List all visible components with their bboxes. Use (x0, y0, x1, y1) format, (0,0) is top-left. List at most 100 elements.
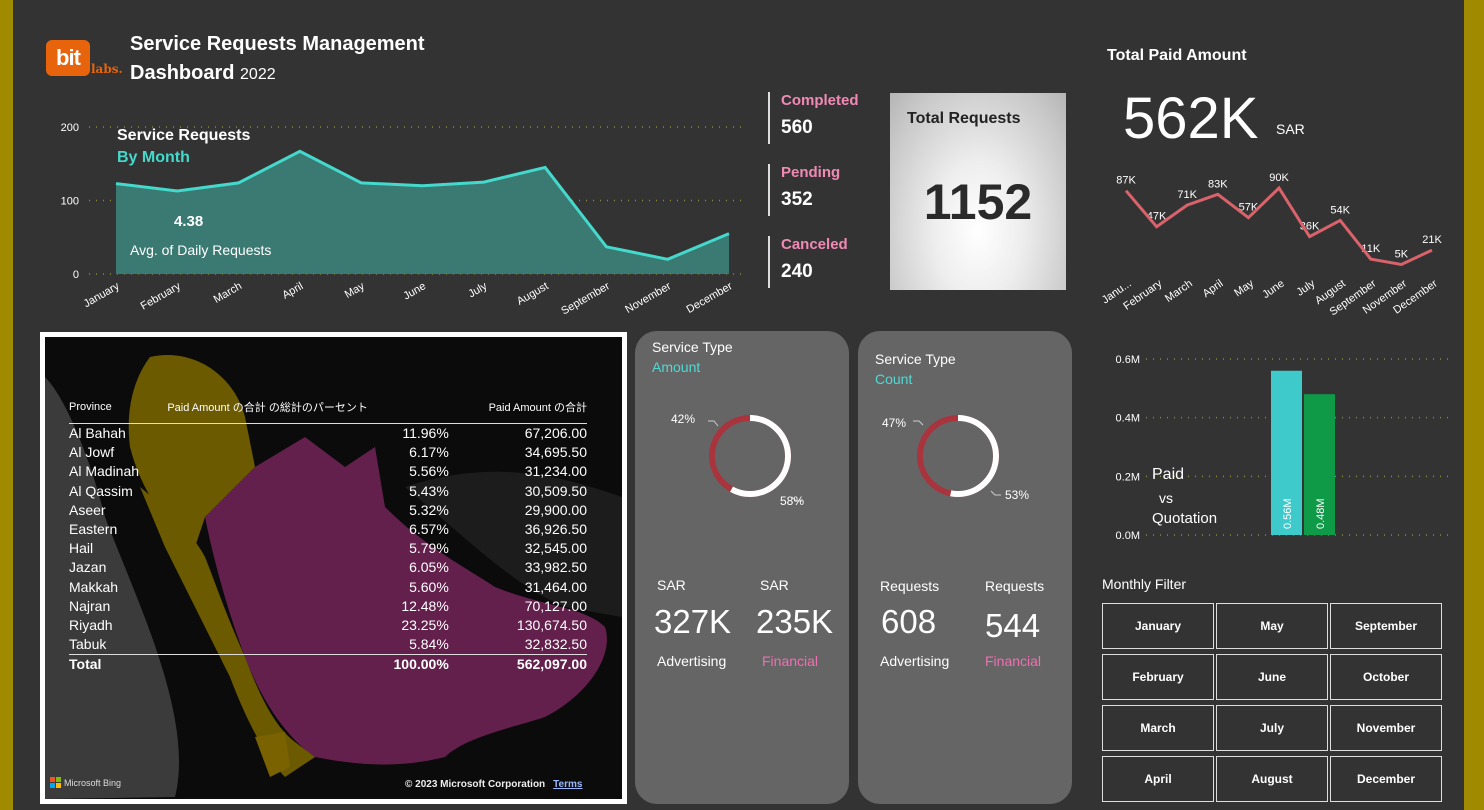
amount-advertising-value: 327K (654, 603, 732, 640)
province-cell: Makkah (69, 578, 119, 595)
province-map-panel[interactable]: Province Paid Amount の合計 の総計のパーセント Paid … (40, 332, 627, 804)
count-donut-chart (913, 415, 1001, 497)
month-filter-button[interactable]: September (1330, 603, 1442, 649)
month-filter-button[interactable]: June (1216, 654, 1328, 700)
pending-value: 352 (781, 189, 813, 210)
month-filter-button[interactable]: November (1330, 705, 1442, 751)
percent-cell: 5.79% (409, 540, 449, 557)
status-completed: Completed 560 (768, 92, 878, 144)
st-count-subtitle: Count (875, 371, 913, 387)
amount-cell: 32,832.50 (524, 636, 587, 653)
province-cell: Hail (69, 540, 94, 557)
status-pending: Pending 352 (768, 164, 878, 216)
dashboard-year: 2022 (240, 66, 276, 83)
avg-daily-label: Avg. of Daily Requests (130, 242, 272, 258)
table-row[interactable]: Najran 12.48% 70,127.00 (69, 597, 587, 616)
province-cell: Al Jowf (69, 444, 115, 461)
province-table: Province Paid Amount の合計 の総計のパーセント Paid … (69, 399, 587, 675)
table-row[interactable]: Jazan 6.05% 33,982.50 (69, 558, 587, 577)
percent-header[interactable]: Paid Amount の合計 の総計のパーセント (167, 399, 449, 424)
percent-cell: 6.05% (409, 559, 449, 576)
percent-cell: 5.43% (409, 482, 449, 499)
amount-cell: 130,674.50 (516, 617, 587, 634)
count-unit-a: Requests (880, 578, 940, 594)
amount-financial-value: 235K (756, 603, 834, 640)
month-filter-button[interactable]: May (1216, 603, 1328, 649)
province-cell: Tabuk (69, 636, 107, 653)
province-cell: Najran (69, 597, 111, 614)
table-row[interactable]: Al Madinah 5.56% 31,234.00 (69, 462, 587, 481)
monthly-chart-title: Service Requests (117, 127, 251, 144)
amount-header[interactable]: Paid Amount の合計 (448, 399, 587, 424)
province-cell: Al Bahah (69, 425, 126, 441)
amount-cell: 70,127.00 (524, 597, 587, 614)
amount-cell: 32,545.00 (524, 540, 587, 557)
month-filter-button[interactable]: October (1330, 654, 1442, 700)
total-requests-label: Total Requests (907, 110, 1021, 127)
pvq-label-quotation: Quotation (1152, 510, 1218, 527)
percent-cell: 23.25% (401, 617, 449, 634)
total-paid-value: 562K (1123, 86, 1259, 151)
percent-cell: 5.32% (409, 501, 449, 518)
y-tick-label: 0.0M (1116, 530, 1140, 542)
month-filter-button[interactable]: August (1216, 756, 1328, 802)
month-filter-button[interactable]: March (1102, 705, 1214, 751)
table-row[interactable]: Al Jowf 6.17% 34,695.50 (69, 443, 587, 462)
table-row[interactable]: Tabuk 5.84% 32,832.50 (69, 635, 587, 655)
month-filter-button[interactable]: July (1216, 705, 1328, 751)
month-filter-button[interactable]: April (1102, 756, 1214, 802)
x-tick-label: July (466, 280, 489, 300)
y-tick-label: 100 (61, 196, 79, 208)
amount-cell: 33,982.50 (524, 559, 587, 576)
series-line (115, 149, 730, 261)
paid-line (1124, 185, 1433, 267)
total-requests-value: 1152 (923, 174, 1033, 230)
month-filter-button[interactable]: February (1102, 654, 1214, 700)
percent-cell: 6.57% (409, 521, 449, 538)
point-label: 83K (1208, 178, 1228, 190)
table-total-row: Total 100.00% 562,097.00 (69, 654, 587, 675)
table-row[interactable]: Al Bahah 11.96% 67,206.00 (69, 424, 587, 444)
monthly-filter-title: Monthly Filter (1102, 576, 1187, 592)
table-row[interactable]: Eastern 6.57% 36,926.50 (69, 520, 587, 539)
x-tick-label: January (82, 280, 122, 310)
month-filter-button[interactable]: December (1330, 756, 1442, 802)
amount-pct-financial: 42% (671, 412, 696, 426)
bing-attribution: Microsoft Bing (50, 777, 121, 788)
amount-unit-a: SAR (657, 577, 686, 593)
count-advertising-label: Advertising (880, 653, 950, 669)
table-row[interactable]: Riyadh 23.25% 130,674.50 (69, 616, 587, 635)
pvq-label-vs: vs (1159, 490, 1173, 506)
table-row[interactable]: Makkah 5.60% 31,464.00 (69, 578, 587, 597)
point-label: 87K (1116, 175, 1136, 187)
dashboard-title: Service Requests Management (130, 33, 425, 55)
st-amount-subtitle: Amount (652, 359, 701, 375)
amount-cell: 36,926.50 (524, 521, 587, 538)
bing-label: Microsoft Bing (64, 777, 122, 788)
x-tick-label: April (1201, 278, 1226, 300)
x-tick-label: June (1260, 278, 1286, 302)
x-tick-label: June (401, 280, 428, 302)
map-copyright: © 2023 Microsoft Corporation Terms (405, 779, 582, 790)
table-row[interactable]: Al Qassim 5.43% 30,509.50 (69, 482, 587, 501)
bar-data-label: 0.48M (1315, 498, 1327, 529)
table-row[interactable]: Aseer 5.32% 29,900.00 (69, 501, 587, 520)
month-filter-button[interactable]: January (1102, 603, 1214, 649)
bar (1271, 370, 1302, 535)
amount-cell: 31,464.00 (524, 578, 587, 595)
percent-cell: 5.60% (409, 578, 449, 595)
st-amount-title: Service Type (652, 339, 733, 355)
total-paid-unit: SAR (1276, 121, 1305, 137)
terms-link[interactable]: Terms (553, 779, 583, 790)
province-header[interactable]: Province (69, 399, 168, 424)
total-label: Total (69, 654, 168, 675)
amount-donut-chart (708, 415, 802, 502)
status-canceled: Canceled 240 (768, 236, 878, 288)
point-label: 90K (1269, 172, 1289, 184)
amount-unit-b: SAR (760, 577, 789, 593)
logo-subtext: labs. (91, 62, 123, 76)
x-tick-label: April (280, 280, 305, 301)
table-row[interactable]: Hail 5.79% 32,545.00 (69, 539, 587, 558)
